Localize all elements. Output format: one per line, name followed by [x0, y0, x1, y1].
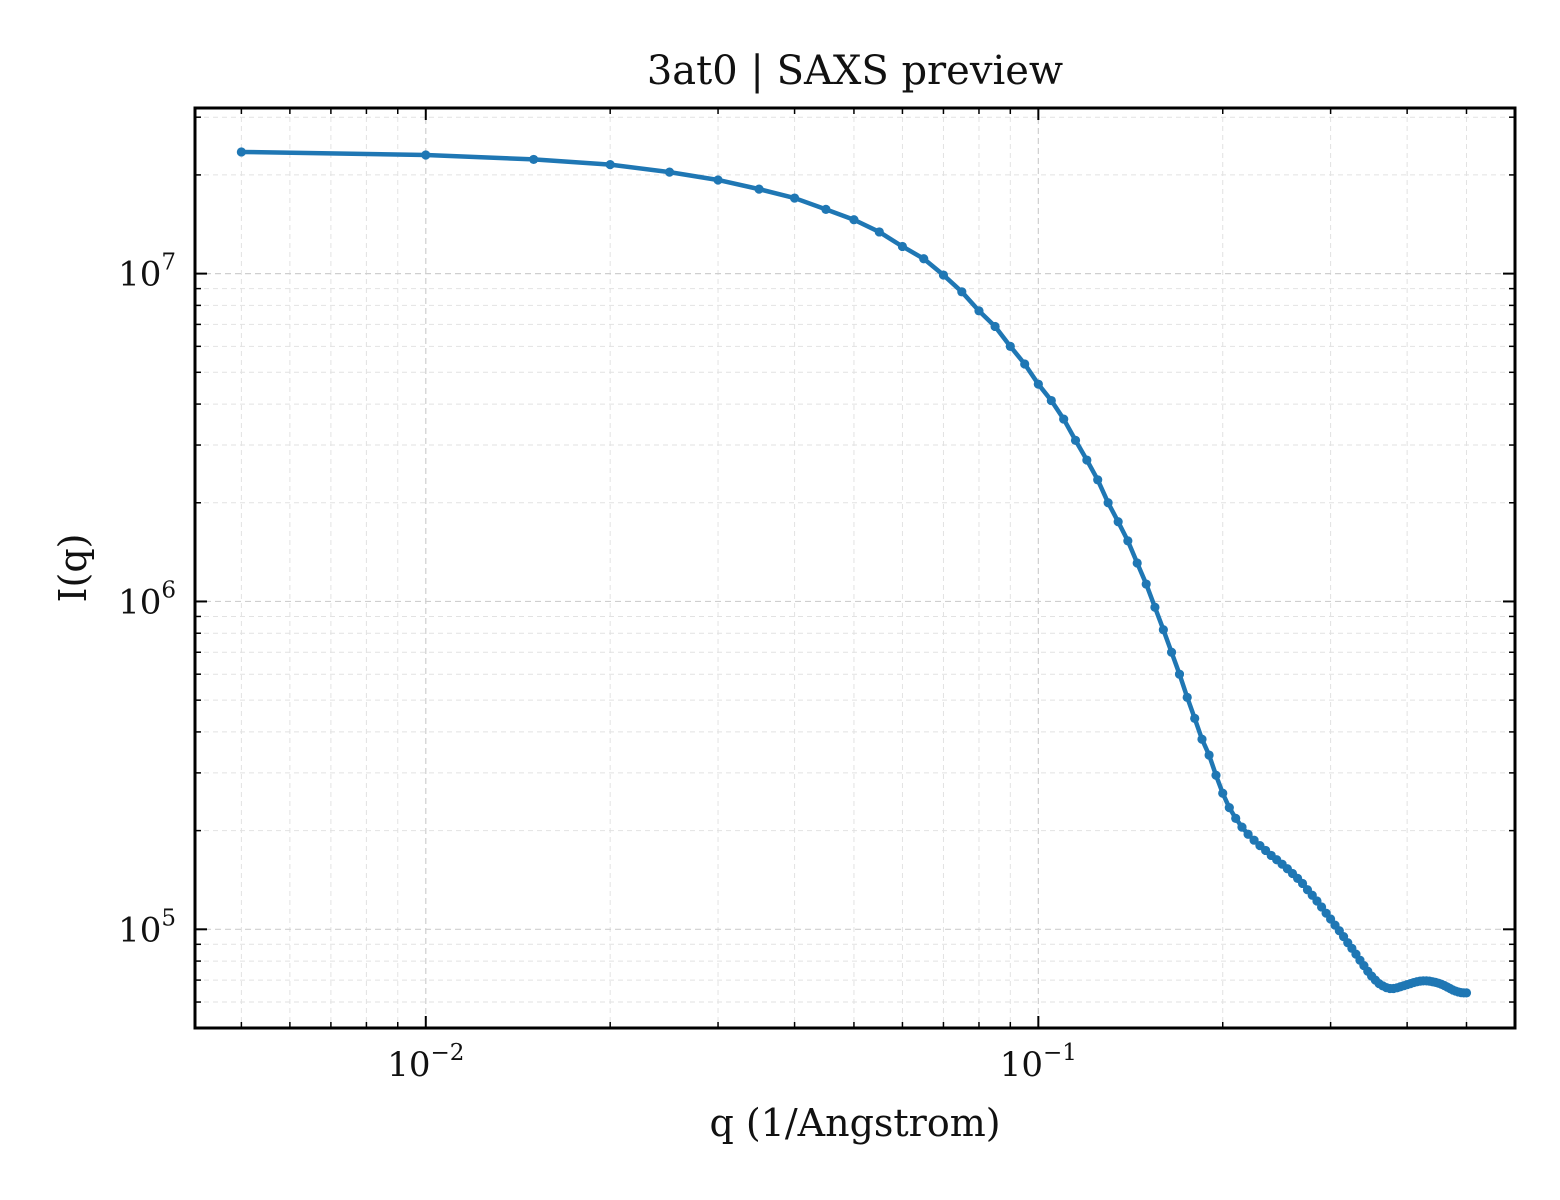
- x-tick-label: 10−2: [387, 1040, 464, 1085]
- data-point: [1005, 341, 1015, 351]
- data-point: [1113, 517, 1123, 527]
- data-point: [1197, 734, 1207, 744]
- data-point: [529, 154, 539, 165]
- data-point: [1174, 669, 1185, 679]
- data-point: [1020, 359, 1030, 369]
- data-point: [1132, 558, 1142, 568]
- data-point: [1243, 829, 1253, 839]
- data-point: [957, 287, 967, 297]
- plot-frame: [193, 106, 1517, 1030]
- data-point: [1218, 788, 1228, 798]
- data-point: [1046, 395, 1056, 406]
- x-axis-label: q (1/Angstrom): [709, 1101, 1000, 1145]
- data-point: [990, 321, 1000, 332]
- data-point: [789, 193, 800, 203]
- y-tick-label: 105: [118, 905, 176, 950]
- data-point: [1123, 536, 1133, 546]
- chart-title: 3at0 | SAXS preview: [647, 48, 1063, 94]
- x-tick-label: 10−1: [1000, 1040, 1077, 1085]
- data-point: [849, 215, 859, 225]
- data-point: [1150, 602, 1160, 612]
- data-point: [1211, 770, 1221, 780]
- data-point: [1231, 813, 1241, 823]
- data-point: [1070, 435, 1081, 445]
- data-point: [974, 306, 984, 316]
- data-point: [1249, 835, 1259, 845]
- y-axis-label: I(q): [51, 534, 95, 603]
- tick-labels: 10−2 10−1 105 106 107: [118, 250, 1077, 1085]
- data-point: [236, 147, 246, 157]
- data-point: [1141, 579, 1151, 589]
- data-point: [1093, 475, 1103, 485]
- data-point: [1082, 455, 1092, 465]
- data-point: [1059, 414, 1069, 424]
- data-point: [1190, 713, 1200, 723]
- data-point: [821, 204, 831, 214]
- data-point: [1033, 379, 1043, 389]
- y-tick-label: 106: [118, 577, 176, 622]
- data-point: [1166, 647, 1177, 657]
- data-point: [897, 241, 908, 252]
- data-point: [919, 254, 929, 264]
- data-point: [1224, 803, 1234, 813]
- data-point: [754, 184, 764, 194]
- data-point: [1297, 878, 1308, 889]
- data-point: [1103, 498, 1113, 508]
- data-point: [874, 227, 884, 237]
- data-point: [1182, 692, 1192, 702]
- data-point: [1204, 750, 1214, 760]
- data-point: [938, 270, 949, 280]
- data-point: [1237, 822, 1247, 832]
- data-point: [1158, 625, 1168, 635]
- data-point: [1461, 988, 1472, 998]
- grid-lines: [195, 108, 1515, 1029]
- data-point: [605, 160, 615, 170]
- data-point: [713, 175, 723, 185]
- data-point: [421, 150, 431, 160]
- y-tick-label: 107: [118, 250, 176, 295]
- data-series: [236, 147, 1472, 998]
- data-point: [664, 167, 675, 177]
